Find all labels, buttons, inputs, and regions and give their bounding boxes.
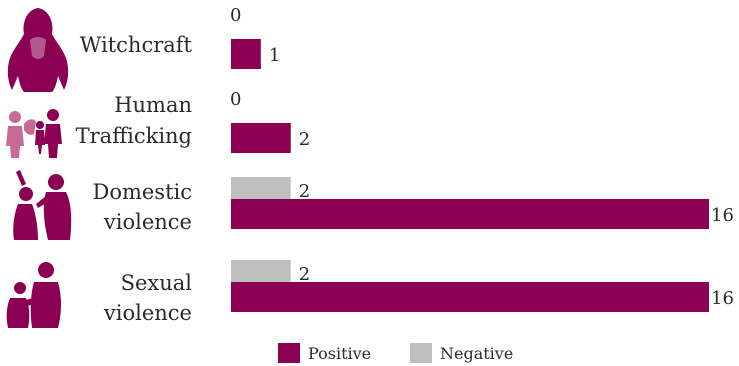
value-label-positive: 2 bbox=[299, 129, 310, 150]
value-label-negative: 2 bbox=[299, 264, 310, 285]
category-label-line: violence bbox=[103, 301, 192, 325]
category-label-line: Human bbox=[114, 93, 192, 117]
bar-positive bbox=[231, 282, 709, 312]
value-label-positive: 16 bbox=[711, 205, 734, 226]
legend-label-positive: Positive bbox=[308, 344, 371, 363]
value-label-negative: 2 bbox=[299, 181, 310, 202]
legend-swatch-positive bbox=[278, 343, 300, 363]
category-label-line: Sexual bbox=[121, 271, 193, 295]
value-label-negative: 0 bbox=[230, 89, 241, 110]
legend-label-negative: Negative bbox=[440, 344, 513, 363]
human-trafficking-icon bbox=[6, 109, 62, 158]
sexual-violence-icon bbox=[6, 262, 61, 328]
category-label-line: violence bbox=[103, 210, 192, 234]
witchcraft-woman-icon bbox=[7, 8, 69, 92]
legend-swatch-negative bbox=[410, 343, 432, 363]
category-label-line: Domestic bbox=[92, 180, 192, 204]
value-label-positive: 16 bbox=[711, 288, 734, 309]
category-label-line: Trafficking bbox=[76, 124, 192, 148]
bar-positive bbox=[231, 39, 261, 69]
legend: Positive Negative bbox=[278, 343, 513, 363]
value-label-negative: 0 bbox=[230, 5, 241, 26]
bar-positive bbox=[231, 199, 709, 229]
value-label-positive: 1 bbox=[269, 45, 280, 66]
domestic-violence-icon bbox=[13, 170, 72, 240]
category-label-line: Witchcraft bbox=[80, 33, 193, 57]
bar-positive bbox=[231, 123, 291, 153]
